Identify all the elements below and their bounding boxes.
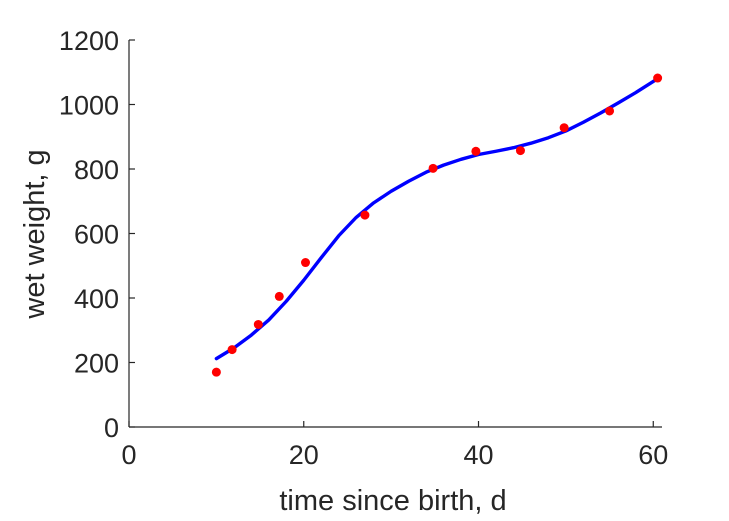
data-point [274,291,284,301]
data-point [227,345,237,355]
data-point [605,106,615,116]
data-point [559,123,569,133]
data-point [428,163,438,173]
x-tick-label: 0 [121,440,136,470]
data-point [471,146,481,156]
data-point [253,319,263,329]
y-tick-label: 200 [74,349,119,379]
x-tick-label: 40 [463,440,493,470]
x-tick-label: 20 [289,440,319,470]
y-tick-label: 400 [74,284,119,314]
y-tick-label: 600 [74,220,119,250]
x-tick-label: 60 [638,440,668,470]
data-point [360,210,370,220]
plot-area [211,73,663,377]
y-axis-label: wet weight, g [19,149,51,319]
fit-curve [214,76,660,361]
x-axis-label: time since birth, d [279,485,506,517]
data-point [301,258,311,268]
data-point [211,367,221,377]
y-tick-label: 0 [104,413,119,443]
y-tick-label: 800 [74,155,119,185]
y-tick-label: 1000 [59,91,119,121]
y-tick-label: 1200 [59,26,119,56]
data-point [515,146,525,156]
data-point [653,73,663,83]
